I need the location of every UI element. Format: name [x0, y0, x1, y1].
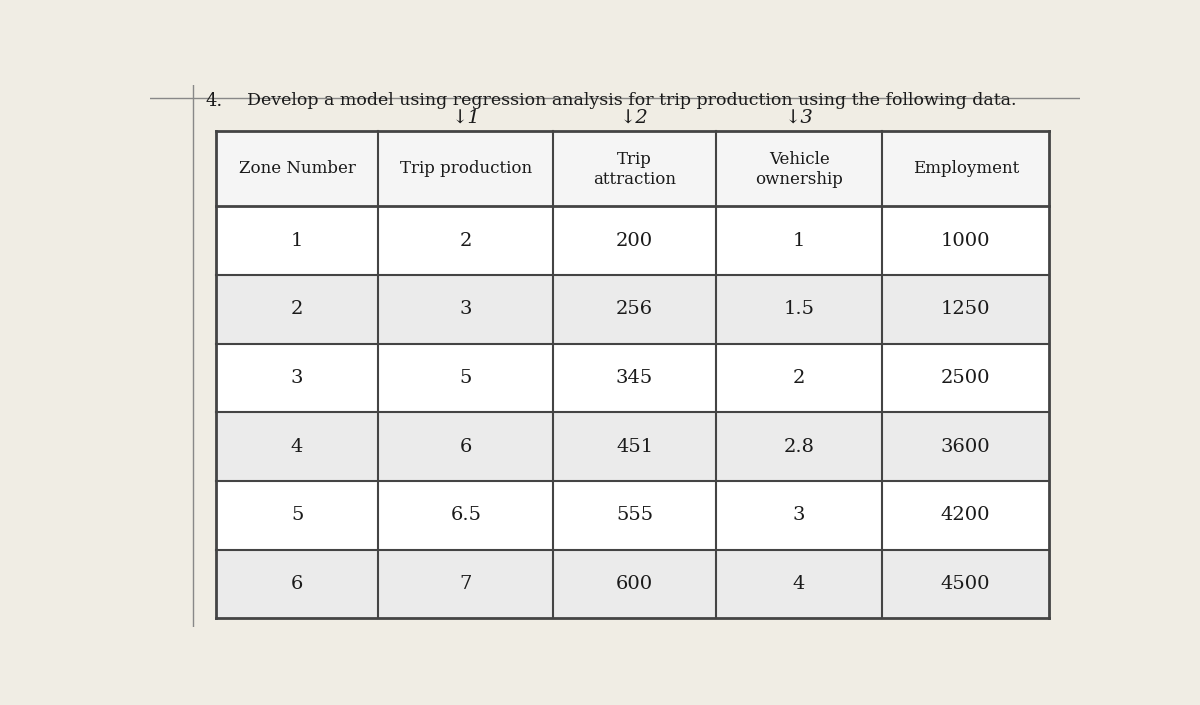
Text: 4: 4: [290, 438, 304, 455]
Text: 4.: 4.: [206, 92, 223, 109]
Text: 600: 600: [616, 575, 653, 593]
Text: 4: 4: [793, 575, 805, 593]
Text: Develop a model using regression analysis for trip production using the followin: Develop a model using regression analysi…: [247, 92, 1016, 109]
Text: 1.5: 1.5: [784, 300, 815, 318]
Bar: [216, 481, 1049, 550]
Text: ↓2: ↓2: [620, 108, 649, 126]
Text: ownership: ownership: [755, 171, 842, 188]
Bar: [216, 550, 1049, 618]
Text: 6: 6: [290, 575, 304, 593]
Text: 3: 3: [460, 300, 472, 318]
Text: 345: 345: [616, 369, 653, 387]
Text: 4500: 4500: [941, 575, 990, 593]
Text: 5: 5: [290, 506, 304, 525]
Text: 6: 6: [460, 438, 472, 455]
Text: Vehicle: Vehicle: [769, 151, 829, 168]
Text: ↓1: ↓1: [451, 108, 480, 126]
Bar: [216, 131, 1049, 207]
Text: 2500: 2500: [941, 369, 990, 387]
Text: 3: 3: [290, 369, 304, 387]
Text: 200: 200: [616, 231, 653, 250]
Text: 6.5: 6.5: [450, 506, 481, 525]
Text: 2: 2: [290, 300, 304, 318]
Bar: [216, 343, 1049, 412]
Text: 2.8: 2.8: [784, 438, 815, 455]
Text: 1000: 1000: [941, 231, 990, 250]
Text: 3: 3: [793, 506, 805, 525]
Text: Employment: Employment: [912, 160, 1019, 177]
Text: 555: 555: [616, 506, 653, 525]
Text: attraction: attraction: [593, 171, 676, 188]
Text: 4200: 4200: [941, 506, 990, 525]
Text: 2: 2: [793, 369, 805, 387]
Text: 1250: 1250: [941, 300, 990, 318]
Text: 1: 1: [793, 231, 805, 250]
Text: ↓3: ↓3: [785, 108, 814, 126]
Text: 3600: 3600: [941, 438, 990, 455]
Text: 1: 1: [290, 231, 304, 250]
Bar: [216, 275, 1049, 343]
Text: Trip: Trip: [617, 151, 652, 168]
Bar: [216, 207, 1049, 275]
Text: 5: 5: [460, 369, 472, 387]
Bar: [216, 412, 1049, 481]
Text: 256: 256: [616, 300, 653, 318]
Text: 2: 2: [460, 231, 472, 250]
Text: 7: 7: [460, 575, 472, 593]
Text: 451: 451: [616, 438, 653, 455]
Text: Trip production: Trip production: [400, 160, 532, 177]
Text: Zone Number: Zone Number: [239, 160, 355, 177]
